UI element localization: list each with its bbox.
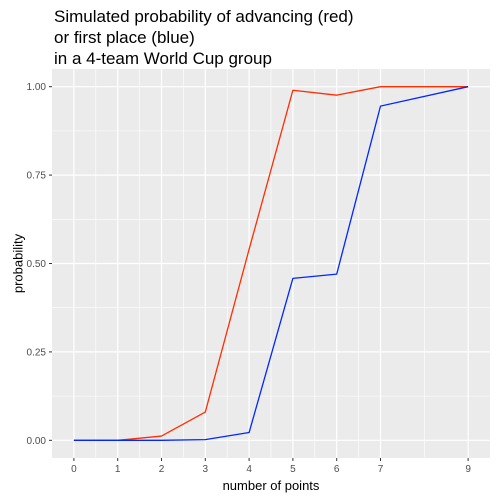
x-axis: 0 1 2 3 4 5 6 7 9 xyxy=(71,458,471,475)
x-tick-label: 3 xyxy=(203,464,209,475)
x-tick-label: 7 xyxy=(378,464,384,475)
x-tick-label: 5 xyxy=(290,464,296,475)
y-tick-label: 0.75 xyxy=(27,171,47,182)
x-axis-label: number of points xyxy=(223,478,320,493)
series-line-1 xyxy=(73,86,469,441)
chart-title-line-1: Simulated probability of advancing (red) xyxy=(54,7,354,26)
y-axis-label: probability xyxy=(11,233,26,293)
y-tick-label: 0.00 xyxy=(27,436,47,447)
x-tick-label: 4 xyxy=(246,464,252,475)
series-layer xyxy=(73,86,469,441)
x-tick-label: 0 xyxy=(71,464,77,475)
x-tick-label: 9 xyxy=(465,464,471,475)
x-tick-label: 1 xyxy=(115,464,121,475)
y-axis: 0.00 0.25 0.50 0.75 1.00 xyxy=(27,82,52,447)
chart-title-line-3: in a 4-team World Cup group xyxy=(54,49,272,68)
x-tick-label: 6 xyxy=(334,464,340,475)
y-tick-label: 0.25 xyxy=(27,347,47,358)
chart-title-line-2: or first place (blue) xyxy=(54,28,195,47)
series-line-0 xyxy=(73,86,469,441)
y-tick-label: 0.50 xyxy=(27,259,47,270)
x-tick-label: 2 xyxy=(159,464,165,475)
y-tick-label: 1.00 xyxy=(27,82,47,93)
